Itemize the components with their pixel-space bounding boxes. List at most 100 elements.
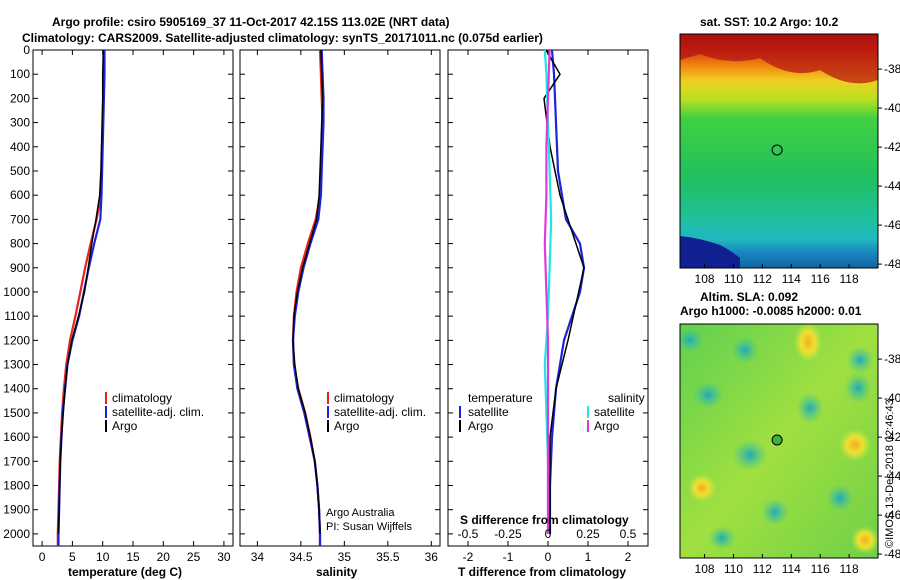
x-tick-label: -1 bbox=[503, 550, 514, 564]
depth-tick-label: 1900 bbox=[3, 503, 30, 517]
salinity-xlabel: salinity bbox=[316, 565, 358, 579]
depth-axis: 0 100 200 300 400 500 600 700 800 900 1000 1100 1200… bbox=[3, 43, 233, 541]
profile-line-salinity-argo bbox=[543, 49, 551, 534]
sla-eddy-high bbox=[688, 474, 716, 502]
depth-tick-label: 1600 bbox=[3, 430, 30, 444]
salinity-profiles bbox=[291, 49, 325, 546]
depth-tick-label: 1100 bbox=[4, 309, 30, 323]
depth-tick-label: 1000 bbox=[3, 285, 30, 299]
difference-profiles bbox=[543, 49, 586, 534]
legend-temperature-header: temperature bbox=[468, 391, 533, 405]
salinity-axes-frame bbox=[239, 49, 441, 547]
difference-legend: temperature salinity satellite Argo sate… bbox=[459, 391, 645, 433]
top-tick-label: -0.5 bbox=[458, 527, 479, 541]
depth-tick-label: 600 bbox=[10, 188, 30, 202]
sla-map-title-line2: Argo h1000: -0.0085 h2000: 0.01 bbox=[680, 304, 862, 318]
depth-tick-label: 1400 bbox=[3, 382, 30, 396]
lat-tick-label: -40 bbox=[884, 101, 900, 115]
x-tick-label: 25 bbox=[187, 550, 201, 564]
salinity-difference-ticks: -0.5 -0.25 0 0.25 0.5 bbox=[458, 527, 637, 541]
depth-tick-label: 700 bbox=[10, 212, 30, 226]
depth-tick-label: 500 bbox=[10, 164, 30, 178]
sst-map-panel: sat. SST: 10.2 Argo: 10.2 108 110 112 114 11… bbox=[679, 15, 900, 286]
sst-longitude-axis: 108 110 112 114 116 118 bbox=[695, 264, 859, 286]
temperature-xlabel: temperature (deg C) bbox=[68, 565, 182, 579]
difference-xlabel: T difference from climatology bbox=[458, 565, 626, 579]
lon-tick-label: 116 bbox=[811, 272, 830, 286]
x-tick-label: 35 bbox=[338, 550, 352, 564]
difference-y-ticks bbox=[448, 49, 648, 535]
legend-argo-label: Argo bbox=[112, 419, 138, 433]
x-tick-label: 35.5 bbox=[376, 550, 400, 564]
lon-tick-label: 110 bbox=[724, 562, 743, 576]
credit-line2: PI: Susan Wijffels bbox=[326, 521, 412, 533]
sla-map-panel: Altim. SLA: 0.092 Argo h1000: -0.0085 h2… bbox=[679, 290, 900, 576]
depth-tick-label: 0 bbox=[23, 43, 30, 57]
lon-tick-label: 112 bbox=[753, 272, 772, 286]
sla-eddy-low bbox=[680, 328, 704, 352]
sla-latitude-axis: -38 -40 -42 -44 -46 -48 bbox=[878, 352, 900, 561]
sla-eddy-low bbox=[708, 526, 736, 550]
lat-tick-label: -42 bbox=[884, 140, 900, 154]
lon-tick-label: 108 bbox=[695, 272, 715, 286]
lat-tick-label: -44 bbox=[884, 179, 900, 193]
lat-tick-label: -44 bbox=[884, 469, 900, 483]
sst-map-frame bbox=[679, 33, 879, 269]
sla-eddy-low bbox=[796, 392, 824, 424]
depth-tick-label: 800 bbox=[10, 237, 30, 251]
legend-climatology-label: climatology bbox=[112, 391, 172, 405]
legend-sal-argo-label: Argo bbox=[594, 419, 620, 433]
x-tick-label: 1 bbox=[585, 550, 592, 564]
sla-float-marker bbox=[771, 434, 783, 446]
depth-tick-label: 300 bbox=[10, 116, 30, 130]
sst-heatmap bbox=[680, 34, 878, 268]
salinity-panel: 34 34.5 35 35.5 36 salinity climatology sate… bbox=[239, 49, 441, 579]
legend-argo-label: Argo bbox=[334, 419, 360, 433]
x-tick-label: 36 bbox=[425, 550, 439, 564]
lat-tick-label: -42 bbox=[884, 430, 900, 444]
x-tick-label: 10 bbox=[96, 550, 110, 564]
sla-map-title-line1: Altim. SLA: 0.092 bbox=[700, 290, 798, 304]
lon-tick-label: 108 bbox=[695, 562, 715, 576]
sst-warm-region bbox=[680, 34, 878, 84]
profile-line-satellite-adj-clim- bbox=[291, 49, 325, 546]
temperature-x-axis: 0 5 10 15 20 25 30 bbox=[39, 50, 231, 564]
depth-tick-label: 1500 bbox=[3, 406, 30, 420]
credit-line1: Argo Australia bbox=[326, 507, 395, 519]
difference-xlabel-top: S difference from climatology bbox=[460, 513, 629, 527]
temperature-legend: climatology satellite-adj. clim. Argo bbox=[105, 391, 204, 433]
temperature-panel: 0100200300400500600700800900100011001200… bbox=[3, 43, 234, 579]
lon-tick-label: 114 bbox=[782, 272, 801, 286]
depth-tick-label: 100 bbox=[10, 67, 30, 81]
depth-tick-label: 400 bbox=[10, 140, 30, 154]
profile-line-argo bbox=[292, 49, 324, 534]
depth-tick-label: 1200 bbox=[3, 333, 30, 347]
lat-tick-label: -46 bbox=[884, 508, 900, 522]
x-tick-label: 0 bbox=[39, 550, 46, 564]
legend-temp-argo-label: Argo bbox=[468, 419, 494, 433]
salinity-legend: climatology satellite-adj. clim. Argo bbox=[327, 391, 426, 433]
sla-eddy-high bbox=[839, 429, 871, 461]
legend-salinity-header: salinity bbox=[608, 391, 645, 405]
profile-line-argo bbox=[57, 49, 105, 534]
x-tick-label: 0 bbox=[545, 550, 552, 564]
x-tick-label: 30 bbox=[217, 550, 231, 564]
depth-tick-label: 1800 bbox=[3, 479, 30, 493]
sla-eddy-high bbox=[794, 324, 822, 362]
lon-tick-label: 114 bbox=[782, 562, 801, 576]
lat-tick-label: -46 bbox=[884, 218, 900, 232]
x-tick-label: 34.5 bbox=[289, 550, 313, 564]
sla-eddy-low bbox=[846, 346, 874, 374]
x-tick-label: 2 bbox=[625, 550, 632, 564]
depth-tick-label: 900 bbox=[10, 261, 30, 275]
top-tick-label: 0.25 bbox=[576, 527, 600, 541]
lon-tick-label: 118 bbox=[840, 562, 859, 576]
sla-eddy-low bbox=[692, 381, 724, 409]
sst-latitude-axis: -38 -40 -42 -44 -46 -48 bbox=[878, 62, 900, 271]
lon-tick-label: 110 bbox=[724, 272, 743, 286]
lat-tick-label: -38 bbox=[884, 62, 900, 76]
sla-eddy-low bbox=[732, 439, 768, 471]
x-tick-label: 5 bbox=[69, 550, 76, 564]
lat-tick-label: -38 bbox=[884, 352, 900, 366]
